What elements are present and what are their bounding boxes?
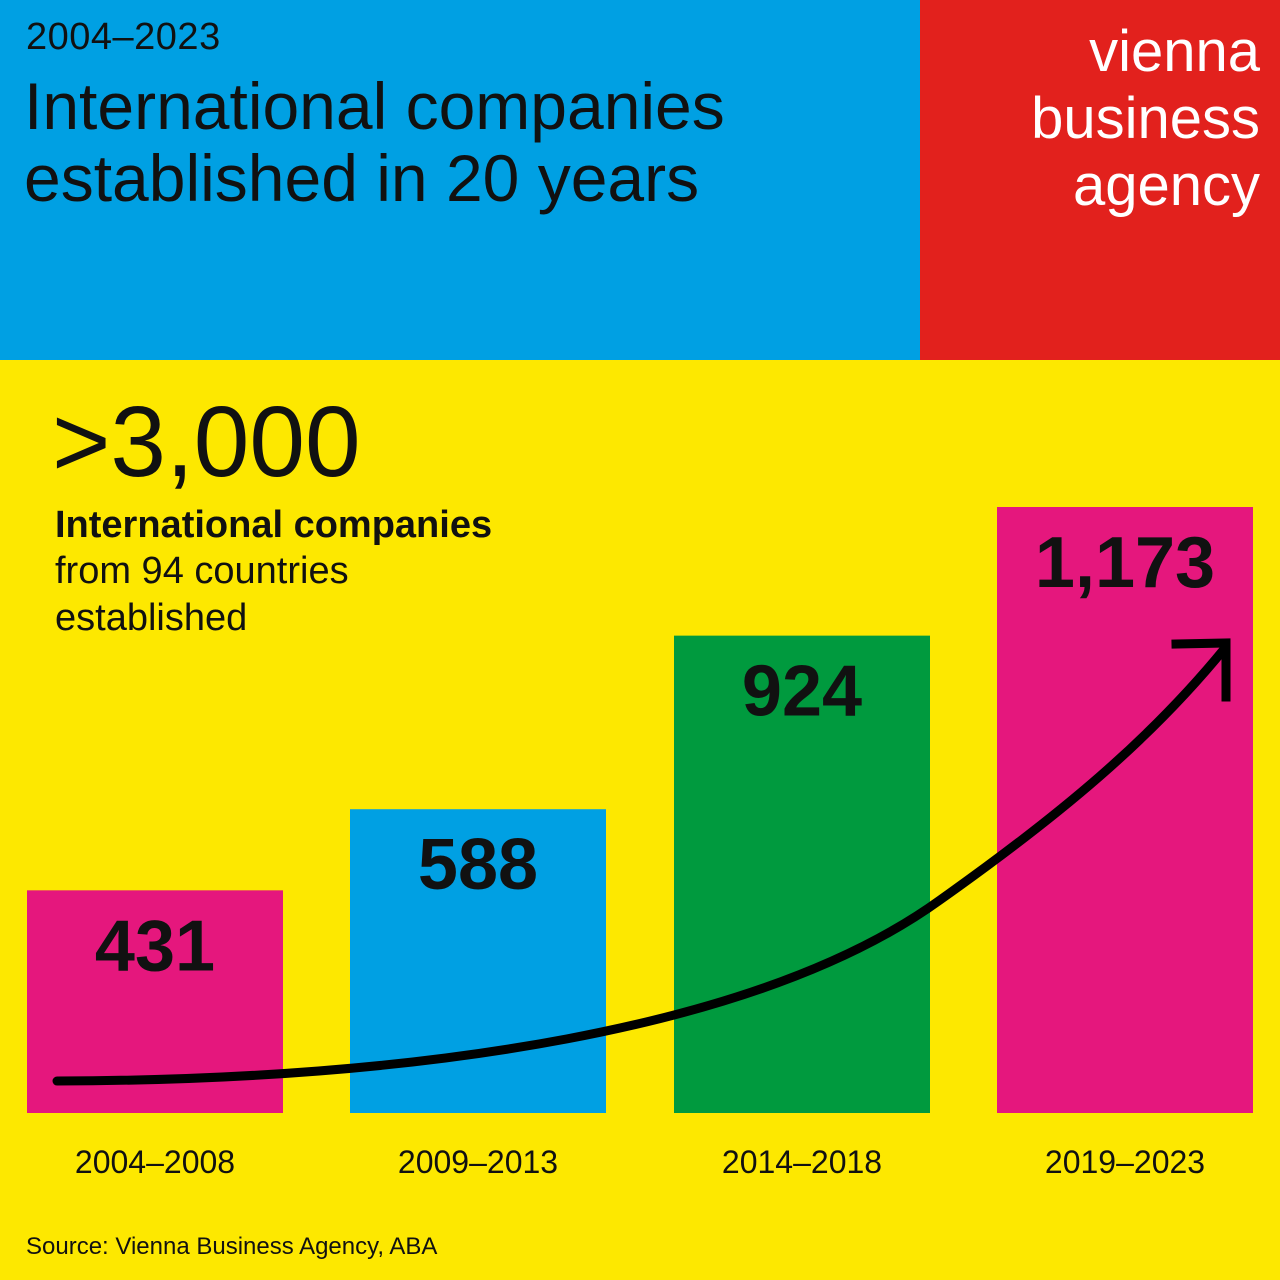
period-label: 2004–2023 <box>26 16 221 58</box>
total-count: >3,000 <box>52 386 361 498</box>
value-label: 1,173 <box>1035 523 1215 603</box>
category-label: 2004–2008 <box>75 1144 235 1180</box>
total-caption-line-2: from 94 countries <box>55 550 349 592</box>
bar-2014–2018 <box>674 635 930 1113</box>
logo-line-1: vienna <box>1089 19 1260 84</box>
total-caption-bold: International companies <box>55 504 493 546</box>
logo-panel <box>920 0 1280 360</box>
trend-arrow-line <box>52 643 1230 1086</box>
category-label: 2019–2023 <box>1045 1144 1205 1180</box>
trend-arrow-head-icon <box>1171 638 1231 702</box>
page-title: International companies established in 2… <box>24 70 904 214</box>
value-label: 924 <box>742 652 862 732</box>
total-caption-line-3: established <box>55 597 248 639</box>
logo-line-2: business <box>1031 86 1260 151</box>
source-note: Source: Vienna Business Agency, ABA <box>26 1233 438 1260</box>
category-label: 2009–2013 <box>398 1144 558 1180</box>
header-panel <box>0 0 920 360</box>
value-label: 431 <box>95 906 215 986</box>
brand-logo: vienna business agency <box>920 18 1260 219</box>
category-label: 2014–2018 <box>722 1144 882 1180</box>
value-label: 588 <box>418 825 538 905</box>
logo-line-3: agency <box>1072 153 1260 218</box>
title-line-1: International companies <box>24 69 725 143</box>
title-line-2: established in 20 years <box>24 141 700 215</box>
bar-2019–2023 <box>997 507 1253 1113</box>
